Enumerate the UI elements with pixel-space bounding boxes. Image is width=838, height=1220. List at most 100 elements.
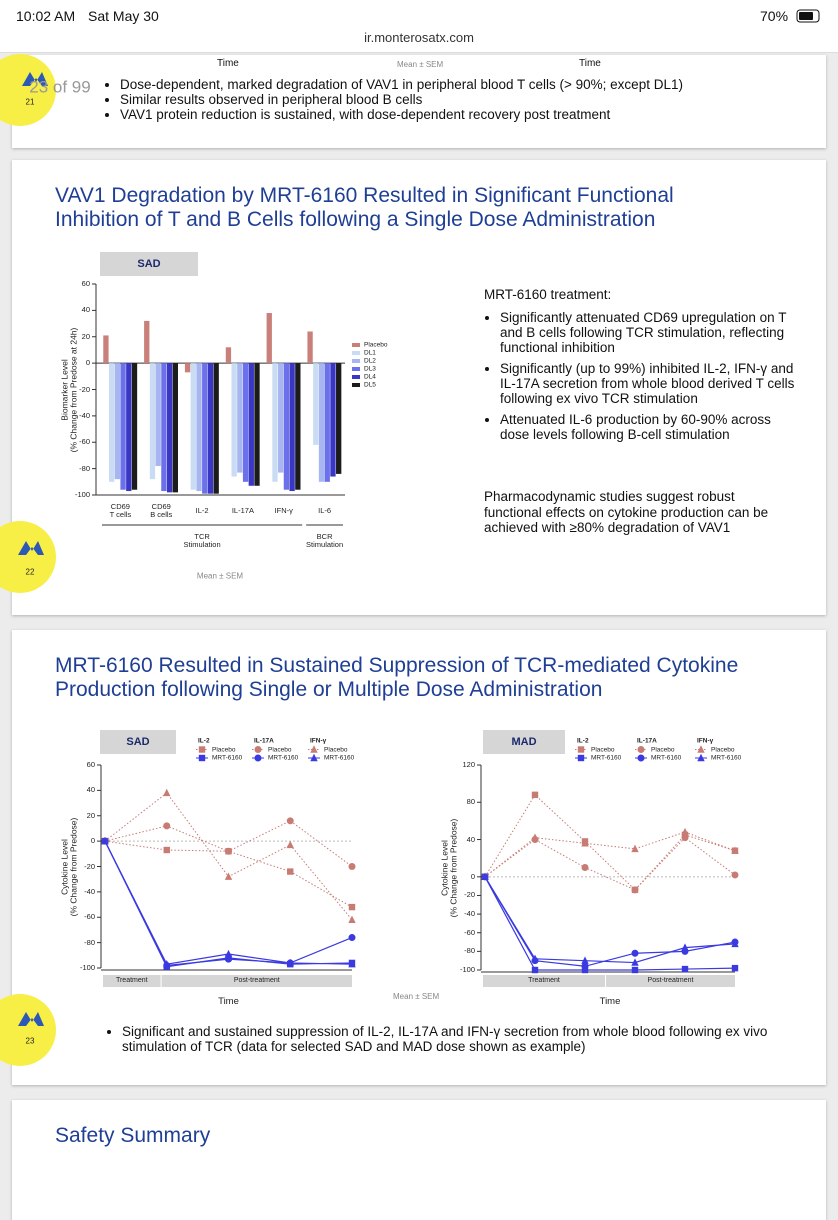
page-number: 23 bbox=[25, 1036, 35, 1046]
legend-label: DL2 bbox=[364, 357, 376, 365]
bar bbox=[272, 363, 278, 482]
chart-header bbox=[100, 730, 176, 754]
marker bbox=[224, 949, 233, 958]
y-tick-label: -100 bbox=[74, 489, 90, 499]
marker bbox=[163, 959, 171, 968]
marker bbox=[163, 846, 170, 854]
url[interactable]: ir.monterosatx.com bbox=[364, 30, 474, 45]
y-tick-label: 0 bbox=[470, 871, 475, 881]
note: Mean ± SEM bbox=[397, 60, 444, 69]
y-axis-label: Biomarker Level (% Change from Predose a… bbox=[59, 327, 79, 452]
axis-label: Time bbox=[217, 58, 239, 69]
y-tick-label: -80 bbox=[84, 937, 95, 947]
conclusion: Pharmacodynamic studies suggest robust f… bbox=[484, 489, 769, 536]
legend-label: Placebo bbox=[591, 745, 615, 753]
bullet: Significantly attenuated CD69 upregulati… bbox=[500, 310, 800, 355]
legend-swatch bbox=[352, 351, 360, 355]
marker bbox=[198, 754, 206, 762]
bullet: Significantly (up to 99%) inhibited IL-2… bbox=[500, 361, 800, 406]
y-axis-label: Cytokine Level (% Change from Predose) bbox=[439, 818, 459, 917]
legend-heading: IFN-γ bbox=[697, 737, 714, 745]
legend-label: MRT-6160 bbox=[324, 754, 355, 762]
marker bbox=[254, 746, 262, 753]
x-tick-label: CD69 T cells bbox=[109, 501, 132, 519]
marker bbox=[287, 868, 294, 875]
legend-label: MRT-6160 bbox=[591, 754, 622, 762]
legend-label: Placebo bbox=[364, 341, 388, 349]
legend-label: DL4 bbox=[364, 373, 376, 381]
battery-level: 70% bbox=[760, 8, 789, 24]
legend-label: MRT-6160 bbox=[651, 754, 682, 762]
badge bbox=[0, 994, 56, 1066]
y-tick-label: -100 bbox=[459, 964, 475, 974]
marker bbox=[286, 958, 294, 967]
marker bbox=[531, 966, 539, 974]
y-tick-label: -100 bbox=[79, 962, 95, 972]
bar bbox=[144, 320, 150, 364]
marker bbox=[225, 847, 232, 855]
legend-label: MRT-6160 bbox=[212, 754, 243, 762]
legend-swatch bbox=[352, 375, 360, 379]
bar bbox=[213, 363, 219, 494]
marker bbox=[310, 753, 318, 762]
y-tick-label: 0 bbox=[90, 836, 95, 845]
slide-title: Safety Summary bbox=[55, 1124, 211, 1147]
marker bbox=[631, 886, 639, 894]
bar bbox=[231, 363, 237, 477]
y-tick-label: 40 bbox=[86, 785, 95, 795]
legend-heading: IL-2 bbox=[577, 737, 589, 745]
phase-label: Treatment bbox=[115, 977, 148, 985]
legend-label: DL1 bbox=[364, 349, 376, 357]
y-tick-label: -60 bbox=[464, 927, 475, 937]
legend-label: DL3 bbox=[364, 365, 376, 373]
series-line bbox=[104, 840, 353, 967]
marker bbox=[731, 964, 739, 972]
series-line bbox=[484, 876, 736, 964]
bullet-list: Significant and sustained suppression of… bbox=[104, 1024, 782, 1060]
marker bbox=[286, 817, 294, 825]
logo bbox=[18, 541, 44, 555]
marker bbox=[637, 754, 645, 762]
marker bbox=[731, 871, 739, 879]
series-line bbox=[104, 792, 353, 921]
bullet: Significant and sustained suppression of… bbox=[122, 1024, 782, 1054]
bar bbox=[207, 363, 214, 494]
page-badge bbox=[0, 54, 56, 1066]
y-tick-label: -60 bbox=[79, 437, 90, 447]
marker bbox=[731, 939, 739, 948]
legend-heading: IL-17A bbox=[254, 737, 274, 745]
marker bbox=[631, 844, 639, 853]
slide: MRT-6160 Resulted in Sustained Suppressi… bbox=[12, 630, 826, 1085]
battery-fill bbox=[799, 12, 813, 20]
legend-label: Placebo bbox=[212, 745, 236, 753]
series-line bbox=[104, 840, 353, 968]
chart-header bbox=[483, 730, 565, 754]
series-line bbox=[484, 794, 736, 891]
bar bbox=[196, 363, 202, 492]
bar bbox=[103, 335, 109, 364]
axis-label: Time bbox=[579, 58, 601, 69]
note: Mean ± SEM bbox=[196, 571, 244, 581]
chart-header-label: MAD bbox=[511, 735, 537, 748]
slide-title: MRT-6160 Resulted in Sustained Suppressi… bbox=[55, 654, 739, 701]
y-tick-label: -80 bbox=[464, 946, 475, 956]
status-time: 10:02 AM bbox=[16, 8, 76, 24]
y-axis-label: Cytokine Level (% Change from Predose) bbox=[59, 817, 79, 916]
bar bbox=[237, 363, 243, 473]
marker bbox=[577, 746, 585, 753]
marker bbox=[348, 903, 356, 911]
marker bbox=[681, 965, 689, 973]
bullet: Attenuated IL-6 production by 60-90% acr… bbox=[500, 412, 800, 442]
phase-band bbox=[103, 975, 161, 987]
logo bbox=[22, 72, 48, 86]
bar bbox=[166, 363, 173, 493]
marker bbox=[577, 754, 585, 762]
status-bar: 10:02 AM Sat May 30 70% ir.monterosatx.c… bbox=[0, 0, 838, 53]
bar bbox=[313, 363, 319, 445]
bar bbox=[225, 347, 232, 364]
legend-label: Placebo bbox=[651, 745, 675, 753]
bullet-list: Dose-dependent, marked degradation of VA… bbox=[102, 77, 820, 122]
status-date: Sat May 30 bbox=[88, 8, 159, 24]
